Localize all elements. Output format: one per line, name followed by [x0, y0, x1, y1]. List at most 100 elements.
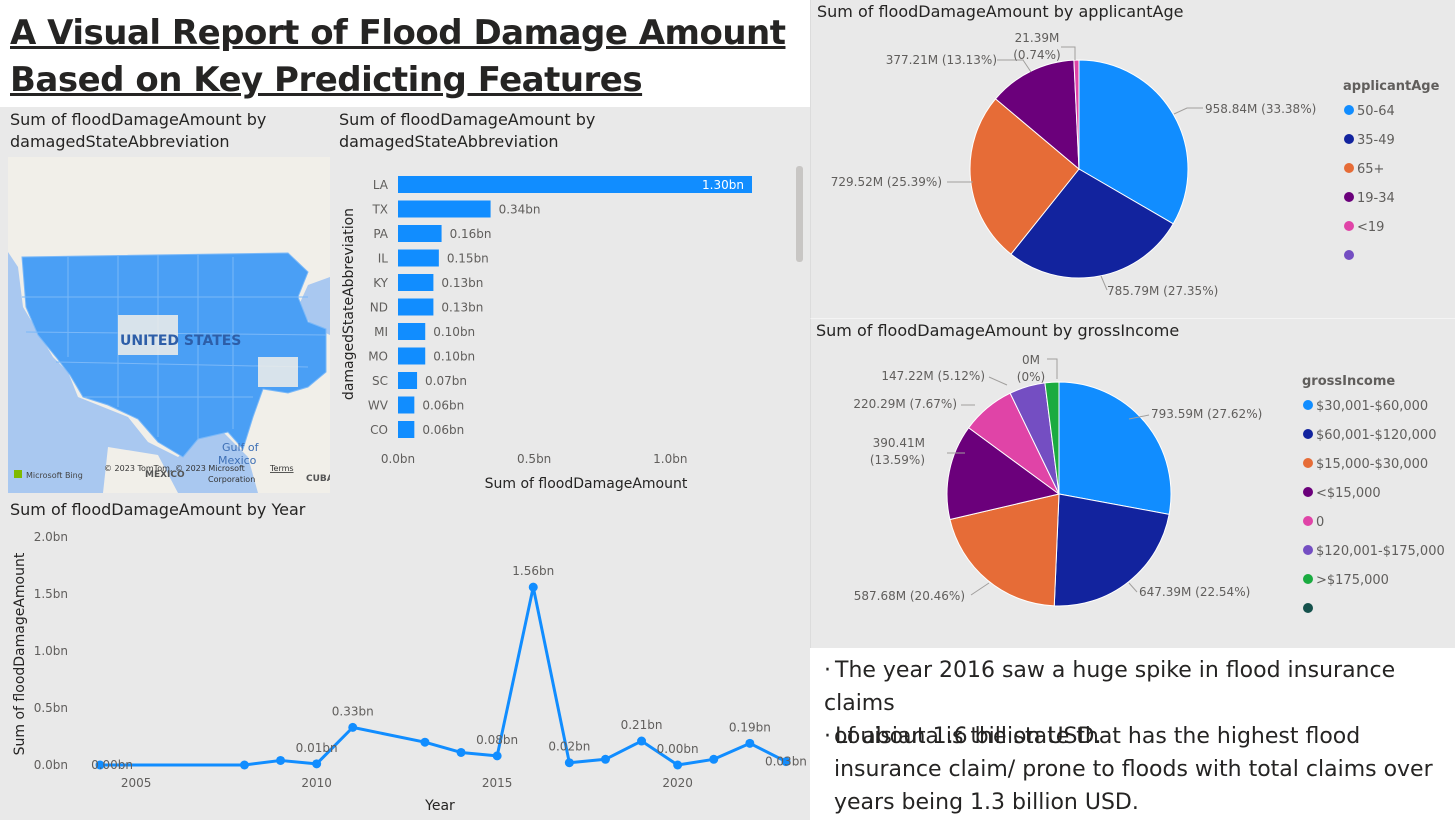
line-point[interactable]: [276, 755, 286, 765]
note-2-line-1: Louisiana is the state that has the high…: [835, 724, 1361, 749]
line-point[interactable]: [600, 754, 610, 764]
map-copyright-2: Corporation: [208, 475, 255, 484]
note-1-line-2: of about 1.6 billion USD.: [834, 724, 1102, 749]
pie-leader-line: [988, 376, 1008, 386]
line-chart-canvas[interactable]: 0.0bn 0.5bn 1.0bn 1.5bn 2.0bn 2005 2010 2015 202…: [4, 524, 808, 820]
legend-marker[interactable]: [1344, 163, 1354, 173]
line-data-label: 0.03bn: [765, 755, 807, 769]
pie-slice[interactable]: [1053, 493, 1170, 607]
bar-nd[interactable]: [398, 298, 434, 316]
legend-marker[interactable]: [1303, 516, 1313, 526]
bar-mi[interactable]: [398, 323, 426, 340]
line-point[interactable]: [456, 747, 466, 757]
map-visual[interactable]: Sum of floodDamageAmount by damagedState…: [4, 108, 330, 496]
line-point[interactable]: [239, 760, 249, 770]
line-point[interactable]: [745, 738, 755, 748]
report-title-line-1: A Visual Report of Flood Damage Amount: [10, 13, 786, 53]
legend-marker[interactable]: [1344, 221, 1354, 231]
line-data-label: 1.56bn: [512, 564, 554, 578]
line-data-label: 0.00bn: [91, 758, 133, 772]
line-x-tick-label: 2020: [662, 776, 693, 790]
line-point[interactable]: [95, 760, 105, 770]
legend-marker[interactable]: [1303, 574, 1313, 584]
note-item: · The year 2016 saw a huge spike in flood…: [824, 654, 1455, 753]
bar-la[interactable]: [398, 176, 752, 193]
pie-slice[interactable]: [1058, 381, 1172, 515]
pie-slice[interactable]: [949, 493, 1060, 607]
pie-leader-line: [1128, 414, 1150, 420]
bar-chart-title: Sum of floodDamageAmount by damagedState…: [339, 109, 595, 153]
legend-label: <$15,000: [1316, 486, 1381, 501]
legend-marker[interactable]: [1344, 192, 1354, 202]
line-y-tick-label: 0.0bn: [34, 758, 68, 772]
map-terms-link[interactable]: Terms: [269, 464, 294, 473]
pie-slice[interactable]: [1073, 59, 1080, 170]
age-pie-visual[interactable]: Sum of floodDamageAmount by applicantAge…: [810, 0, 1455, 318]
bar-chart-canvas[interactable]: LA 1.30bn TX 0.34bn PA 0.16bn IL 0.15bn KY 0.13bn…: [334, 156, 808, 496]
bar-tx[interactable]: [398, 200, 491, 218]
bar-chart-visual[interactable]: Sum of floodDamageAmount by damagedState…: [334, 108, 808, 496]
bar-il[interactable]: [398, 249, 439, 267]
line-point[interactable]: [781, 757, 791, 767]
bar-wv[interactable]: [398, 396, 415, 414]
map-mexico-label: MEXICO: [145, 470, 185, 480]
bar-scrollbar[interactable]: [796, 166, 803, 262]
report-title: A Visual Report of Flood Damage Amount Ba…: [10, 10, 786, 104]
bar-co[interactable]: [398, 421, 415, 438]
bar-data-label: 0.15bn: [447, 252, 489, 266]
legend-marker[interactable]: [1344, 105, 1354, 115]
pie-legend-title: grossIncome: [1302, 374, 1395, 389]
bullet-icon: ·: [824, 658, 831, 683]
map-title-line-1: Sum of floodDamageAmount by: [10, 110, 267, 129]
line-point[interactable]: [709, 754, 719, 764]
legend-marker[interactable]: [1303, 458, 1313, 468]
line-point[interactable]: [528, 582, 538, 592]
age-pie-canvas[interactable]: 958.84M (33.38%) 785.79M (27.35%) 729.52M …: [811, 26, 1455, 316]
income-pie-canvas[interactable]: 793.59M (27.62%) 647.39M (22.54%) 587.68M …: [811, 345, 1455, 647]
legend-marker[interactable]: [1303, 429, 1313, 439]
legend-marker[interactable]: [1303, 487, 1313, 497]
bar-category-label: WV: [368, 399, 389, 413]
legend-label: 19-34: [1357, 191, 1395, 206]
pie-slice[interactable]: [1078, 59, 1189, 225]
pie-leader-line: [1173, 107, 1203, 115]
line-point[interactable]: [348, 722, 358, 732]
legend-marker[interactable]: [1344, 134, 1354, 144]
pie-data-label: 793.59M (27.62%): [1151, 407, 1262, 421]
legend-marker[interactable]: [1303, 545, 1313, 555]
bar-data-label: 1.30bn: [702, 178, 744, 192]
line-point[interactable]: [492, 751, 502, 761]
pie-slice[interactable]: [946, 427, 1061, 521]
line-data-label: 0.19bn: [729, 720, 771, 734]
line-point[interactable]: [312, 759, 322, 769]
bar-ky[interactable]: [398, 274, 434, 291]
pie-data-label: 147.22M (5.12%): [881, 369, 985, 383]
note-1-line-1: The year 2016 saw a huge spike in flood …: [824, 658, 1396, 716]
pie-slice[interactable]: [1010, 168, 1174, 279]
line-point[interactable]: [637, 736, 647, 746]
bar-category-label: MI: [374, 325, 388, 339]
pie-data-label: (0%): [1017, 370, 1045, 384]
legend-marker[interactable]: [1303, 400, 1313, 410]
pie-data-label: (13.59%): [870, 453, 925, 467]
legend-marker[interactable]: [1303, 603, 1313, 613]
bar-pa[interactable]: [398, 225, 442, 242]
line-point[interactable]: [673, 760, 683, 770]
legend-label: 50-64: [1357, 104, 1395, 119]
pie-leader-line: [1100, 275, 1108, 291]
pie-slice[interactable]: [1044, 381, 1060, 495]
bar-sc[interactable]: [398, 372, 418, 389]
line-point[interactable]: [564, 758, 574, 768]
line-chart-visual[interactable]: Sum of floodDamageAmount by Year 0.0bn 0.…: [4, 498, 808, 820]
map-canvas[interactable]: UNITED STATES Gulf of Mexico MEXICO CUBA…: [8, 157, 330, 493]
income-pie-visual[interactable]: Sum of floodDamageAmount by grossIncome …: [810, 318, 1455, 648]
pie-data-label: 785.79M (27.35%): [1107, 284, 1218, 298]
map-copyright-1: © 2023 TomTom, © 2023 Microsoft: [104, 464, 245, 473]
notes-textbox: · The year 2016 saw a huge spike in flood…: [810, 648, 1455, 820]
pie-slice[interactable]: [969, 98, 1080, 255]
bar-mo[interactable]: [398, 347, 426, 365]
pie-data-label: 729.52M (25.39%): [831, 175, 942, 189]
line-point[interactable]: [420, 737, 430, 747]
legend-marker[interactable]: [1344, 250, 1354, 260]
bar-category-label: MO: [368, 350, 388, 364]
